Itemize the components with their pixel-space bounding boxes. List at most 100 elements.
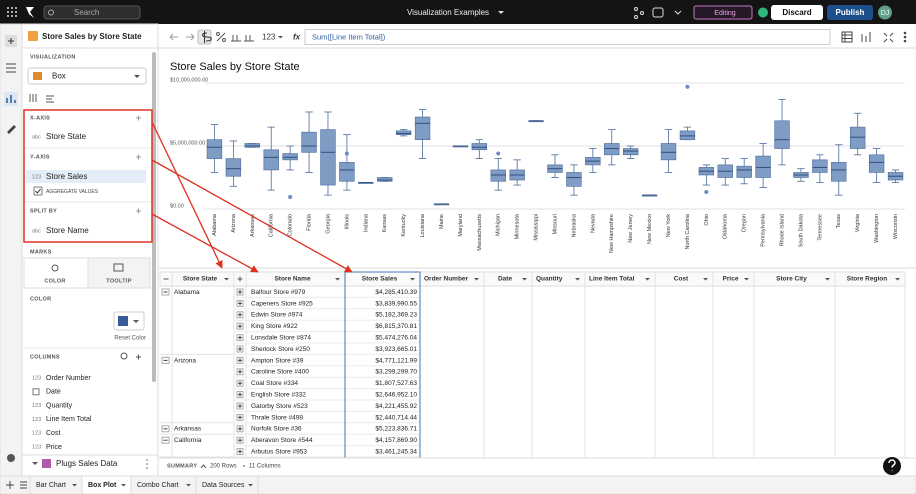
column-header[interactable]: Store Sales	[362, 276, 398, 283]
column-header[interactable]: Date	[498, 276, 512, 283]
add-icon[interactable]	[136, 208, 141, 214]
more-icon[interactable]	[146, 459, 148, 469]
column-header[interactable]: Price	[723, 276, 739, 283]
add-icon[interactable]	[136, 154, 141, 160]
section-label: Y-AXIS	[30, 154, 50, 160]
marks-tab[interactable]	[87, 257, 151, 289]
store-sales: $4,157,869.90	[375, 437, 417, 444]
data-source[interactable]: Plugs Sales Data	[56, 459, 118, 468]
x-tick-label: New Hampshire	[609, 214, 615, 253]
column-header[interactable]: Store State	[183, 276, 218, 283]
box	[660, 143, 677, 161]
x-tick-label: Nebraska	[571, 213, 577, 237]
x-tick-label: Indiana	[363, 213, 369, 232]
box	[736, 165, 752, 178]
column-name[interactable]: Line Item Total	[46, 416, 92, 423]
add-icon[interactable]	[136, 115, 141, 121]
logo[interactable]	[26, 7, 34, 18]
x-axis-column[interactable]: Store State	[46, 132, 87, 141]
split-column[interactable]: Store Name	[46, 226, 89, 235]
config-tabs-icons[interactable]	[29, 94, 54, 103]
help-icon[interactable]	[7, 454, 15, 462]
outline-icon[interactable]	[6, 63, 16, 73]
annotation-box	[23, 109, 153, 243]
column-name[interactable]: Date	[46, 389, 61, 396]
store-sales: $2,646,952.10	[375, 392, 417, 399]
toggle-plus	[238, 438, 242, 443]
tab-label: Data Sources	[202, 482, 245, 489]
box	[377, 177, 393, 182]
x-tick-label: Oklahoma	[723, 213, 729, 239]
search-box[interactable]	[43, 5, 141, 20]
viz-dropdown[interactable]	[27, 67, 147, 85]
brush-icon[interactable]	[7, 125, 16, 134]
formula-bar[interactable]	[304, 29, 831, 45]
column-header[interactable]: Store Region	[847, 276, 887, 283]
store-sales: $3,839,990.55	[375, 300, 417, 307]
workbook-title[interactable]: Visualization Examples	[407, 8, 489, 17]
column-header[interactable]: Order Number	[424, 276, 469, 283]
box	[471, 143, 488, 151]
mode-pill[interactable]	[693, 5, 753, 20]
x-tick-label: Texas	[836, 214, 842, 229]
date-icon	[32, 388, 40, 396]
store-name: Balfour Store #979	[251, 289, 306, 296]
column-header[interactable]: Quantity	[536, 276, 563, 283]
x-tick-label: Maine	[439, 214, 445, 229]
store-sales: $4,221,455.92	[375, 403, 417, 410]
store-name: Ampton Store #39	[251, 357, 304, 364]
column-name[interactable]: Price	[46, 444, 62, 451]
caret	[278, 36, 283, 39]
discard-button[interactable]	[771, 5, 823, 20]
store-name: Gatorby Store #523	[251, 403, 308, 410]
reset-color[interactable]: Reset Color	[114, 336, 146, 342]
publish-button[interactable]	[827, 5, 873, 20]
checkbox[interactable]	[33, 186, 43, 196]
x-tick-label: Massachusetts	[477, 214, 483, 251]
column-type: abc	[32, 228, 41, 234]
y-axis-item[interactable]	[26, 170, 146, 183]
mode-label: Editing	[714, 10, 736, 17]
column-name[interactable]: Cost	[46, 430, 60, 437]
tab[interactable]	[195, 475, 259, 494]
x-tick-label: Pennsylvania	[761, 213, 767, 247]
column-header[interactable]: Store Name	[274, 276, 311, 283]
column-header[interactable]: Cost	[674, 276, 689, 283]
group-toggle[interactable]	[237, 276, 243, 282]
currency-icon	[202, 31, 212, 43]
scrollbar[interactable]	[152, 52, 156, 382]
column-type: 123	[32, 431, 41, 437]
column-name[interactable]: Quantity	[46, 402, 73, 409]
expand-icon[interactable]	[200, 464, 207, 469]
row-count: 200 Rows	[210, 464, 237, 470]
search-icon[interactable]	[120, 352, 128, 360]
toggle-plus	[238, 335, 242, 340]
box	[868, 154, 885, 173]
marks-tab-active[interactable]	[23, 257, 89, 289]
store-sales: $4,771,121.99	[375, 357, 417, 364]
format-icons[interactable]	[216, 32, 255, 42]
tab-controls[interactable]	[6, 481, 27, 489]
data-table: Store State Store Name Store Sales Order Nu…	[159, 271, 906, 459]
column-header[interactable]: Line Item Total	[589, 276, 635, 283]
column-header[interactable]: Store City	[776, 276, 807, 283]
left-rail	[0, 23, 23, 477]
caret	[703, 278, 708, 281]
add-icon[interactable]	[136, 354, 141, 360]
caret	[825, 278, 830, 281]
x-tick-label: Ohio	[704, 214, 710, 226]
caret	[224, 278, 229, 281]
toolbar-icons[interactable]	[634, 7, 682, 19]
undo-redo[interactable]	[169, 33, 195, 41]
user-avatar[interactable]	[878, 5, 892, 20]
view-icons[interactable]	[841, 31, 907, 43]
toggle-plus	[238, 449, 242, 454]
number-format[interactable]: 123	[262, 33, 276, 42]
column-name[interactable]: Order Number	[46, 375, 91, 382]
caret	[32, 462, 38, 465]
help-glyph	[888, 459, 896, 471]
viz-type: Box	[52, 72, 66, 81]
x-tick-label: Florida	[307, 213, 313, 231]
color-icon	[51, 264, 59, 272]
apps-icon[interactable]	[7, 7, 17, 17]
